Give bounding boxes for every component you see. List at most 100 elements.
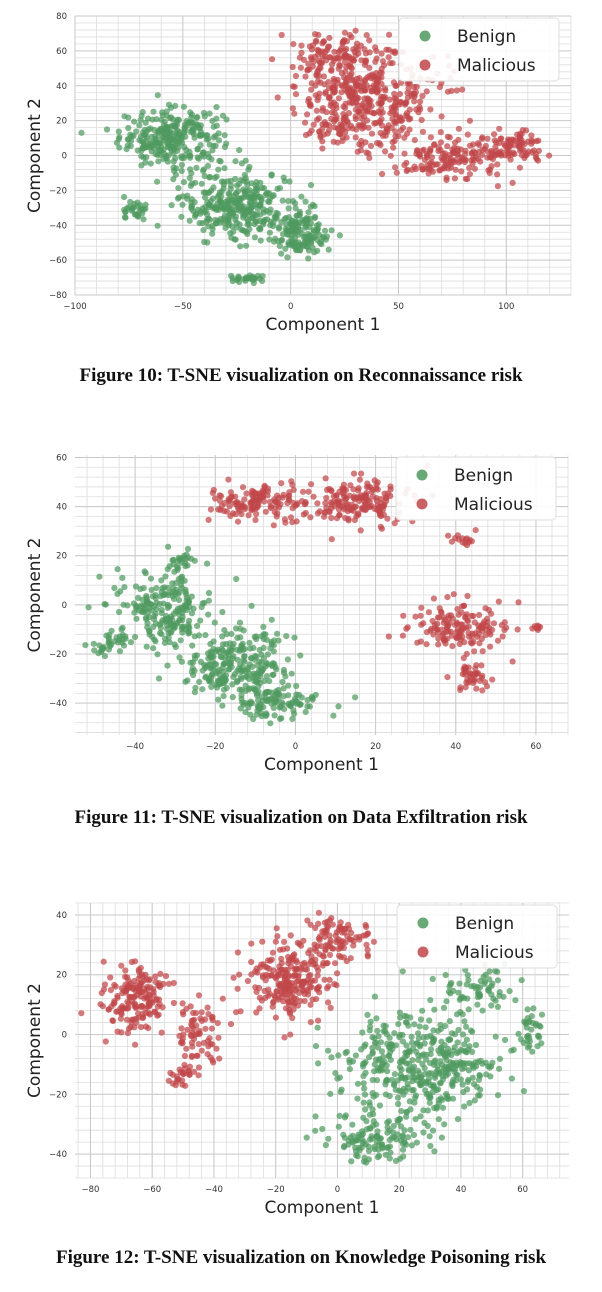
data-point: [487, 643, 494, 650]
data-point: [304, 991, 312, 998]
data-point: [191, 633, 198, 640]
data-point: [387, 152, 394, 159]
data-point: [390, 1122, 397, 1130]
x-tick-label: 60: [531, 742, 542, 752]
data-point: [371, 1039, 379, 1047]
data-point: [444, 88, 451, 95]
data-point: [153, 585, 160, 592]
data-point: [515, 1030, 522, 1037]
data-point: [398, 1074, 405, 1082]
data-point: [234, 656, 241, 663]
data-point: [278, 250, 285, 257]
series-benign: [78, 92, 343, 287]
data-point: [387, 1057, 394, 1064]
data-point: [432, 1057, 439, 1064]
data-point: [173, 1078, 181, 1085]
data-point: [332, 1070, 339, 1077]
data-point: [123, 1016, 131, 1023]
data-point: [346, 61, 354, 68]
data-point: [368, 1133, 375, 1140]
data-point: [292, 91, 300, 98]
data-point: [499, 633, 506, 640]
data-point: [423, 629, 430, 636]
data-point: [382, 1023, 389, 1030]
data-point: [300, 511, 307, 518]
data-point: [271, 699, 278, 706]
data-point: [236, 971, 243, 978]
data-point: [514, 131, 521, 138]
y-tick-label: 60: [56, 453, 67, 463]
data-point: [309, 996, 316, 1003]
data-point: [219, 995, 226, 1002]
data-point: [488, 610, 495, 617]
data-point: [271, 238, 278, 245]
data-point: [325, 43, 332, 51]
data-point: [457, 686, 464, 693]
data-point: [229, 694, 236, 701]
data-point: [219, 702, 226, 709]
data-point: [419, 1060, 426, 1068]
data-point: [446, 134, 453, 141]
data-point: [179, 629, 186, 636]
x-axis-label: Component 1: [264, 755, 379, 775]
data-point: [345, 515, 352, 522]
data-point: [142, 132, 149, 139]
data-point: [346, 936, 353, 943]
data-point: [114, 590, 121, 597]
data-point: [97, 1001, 104, 1008]
data-point: [125, 124, 132, 132]
data-point: [455, 1026, 462, 1034]
data-point: [437, 1021, 444, 1029]
data-point: [341, 1114, 349, 1121]
data-point: [370, 1118, 377, 1125]
data-point: [411, 98, 418, 105]
data-point: [125, 984, 132, 991]
data-point: [357, 147, 364, 154]
data-point: [180, 103, 187, 110]
data-point: [248, 971, 255, 978]
data-point: [215, 506, 222, 513]
data-point: [426, 1099, 433, 1106]
data-point: [374, 1132, 381, 1139]
data-point: [226, 503, 233, 510]
data-point: [402, 1019, 409, 1026]
data-point: [404, 166, 411, 173]
data-point: [287, 963, 294, 970]
data-point: [376, 1152, 383, 1159]
data-point: [379, 170, 386, 178]
data-point: [306, 101, 313, 108]
data-point: [234, 518, 242, 525]
data-point: [285, 198, 292, 205]
data-point: [358, 470, 365, 477]
data-point: [138, 608, 145, 615]
data-point: [169, 616, 176, 623]
data-point: [313, 964, 321, 971]
data-point: [476, 640, 483, 647]
data-point: [369, 1076, 376, 1084]
data-point: [228, 196, 235, 203]
data-point: [264, 698, 271, 705]
data-point: [445, 1036, 452, 1043]
data-point: [481, 679, 489, 686]
data-point: [325, 923, 332, 930]
data-point: [283, 633, 290, 640]
data-point: [474, 1001, 481, 1008]
data-point: [471, 619, 478, 626]
data-point: [186, 217, 193, 224]
data-point: [111, 638, 118, 645]
data-point: [99, 645, 106, 652]
tick-labels: −40 −20 0 20 40 60 −40 −20 0 20 40 60: [49, 453, 541, 752]
data-point: [141, 143, 148, 150]
data-point: [276, 242, 283, 250]
data-point: [243, 274, 250, 281]
data-point: [221, 132, 228, 139]
data-point: [183, 1045, 190, 1052]
data-point: [427, 145, 434, 152]
data-point: [377, 1039, 385, 1046]
data-point: [170, 133, 177, 141]
data-point: [434, 161, 441, 168]
series-benign: [303, 960, 546, 1166]
data-point: [304, 696, 311, 704]
data-point: [360, 1138, 367, 1145]
data-point: [307, 947, 314, 954]
